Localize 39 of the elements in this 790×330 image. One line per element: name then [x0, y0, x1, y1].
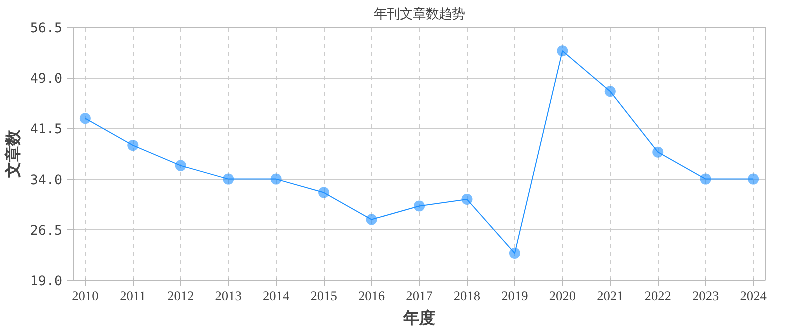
x-tick-label: 2010 [72, 288, 100, 304]
point [270, 174, 282, 185]
y-tick-label: 41.5 [30, 122, 63, 138]
point [652, 146, 664, 158]
point [604, 86, 616, 98]
point [128, 140, 139, 152]
point [748, 174, 760, 185]
point [414, 200, 425, 212]
point [509, 248, 520, 259]
y-tick-label: 19.0 [30, 274, 63, 290]
x-tick-label: 2011 [120, 288, 146, 304]
y-tick-label: 56.5 [30, 22, 63, 36]
x-tick-label: 2023 [692, 288, 720, 304]
y-tick-label: 34.0 [30, 173, 63, 188]
point [462, 194, 473, 206]
x-tick-label: 2019 [502, 288, 529, 304]
x-tick-label: 2024 [740, 288, 768, 304]
point [318, 187, 330, 198]
x-tick-label: 2012 [168, 288, 194, 304]
x-tick-label: 2020 [549, 288, 576, 304]
chart-title: 年刊文章数趋势 [374, 8, 465, 22]
x-tick-label: 2017 [406, 288, 434, 304]
point [223, 174, 234, 185]
x-tick-label: 2015 [310, 288, 338, 304]
x-axis-title: 年度 [402, 308, 436, 328]
y-tick-label: 49.0 [30, 72, 63, 88]
point [366, 214, 378, 226]
x-tick-label: 2013 [215, 288, 242, 304]
point [80, 113, 91, 124]
x-tick-label: 2022 [644, 288, 672, 304]
y-tick-label: 26.5 [30, 224, 63, 239]
point [700, 174, 712, 185]
x-tick-label: 2014 [263, 288, 290, 304]
point [557, 46, 568, 57]
x-tick-label: 2016 [358, 288, 386, 304]
y-axis-title: 文章数 [3, 129, 22, 179]
point [175, 160, 186, 172]
x-tick-label: 2018 [454, 288, 481, 304]
x-tick-label: 2021 [597, 288, 624, 304]
